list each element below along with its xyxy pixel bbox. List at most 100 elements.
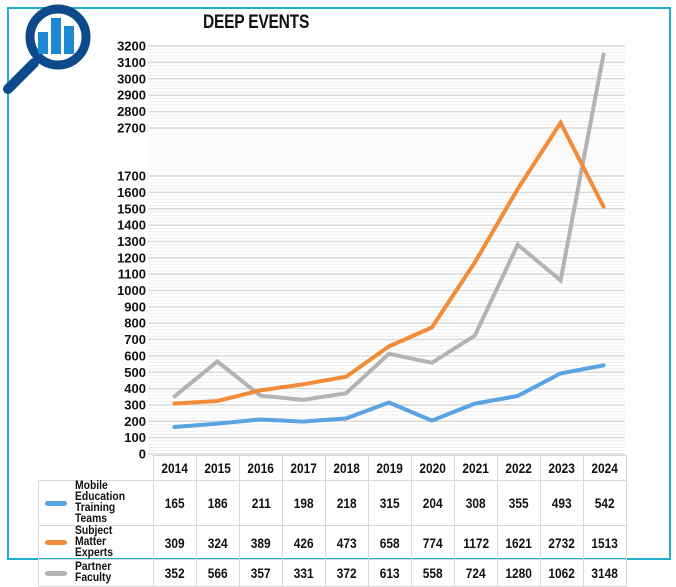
y-tick-label: 3100 (117, 55, 146, 70)
x-tick-label: 2017 (283, 456, 326, 481)
y-tick-label: 3000 (117, 71, 146, 86)
value-text: 389 (251, 535, 271, 551)
year-label: 2021 (463, 460, 489, 476)
legend-entry: Mobile Education Training Teams (39, 481, 154, 526)
data-label: 473 (326, 526, 369, 560)
y-tick-label: 300 (124, 397, 146, 412)
data-label: 355 (498, 481, 541, 526)
y-tick-label: 600 (124, 348, 146, 363)
data-label: 1621 (498, 526, 541, 560)
legend-entry: Subject Matter Experts (39, 526, 154, 560)
y-tick-label: 3200 (117, 39, 146, 54)
year-label: 2019 (377, 460, 403, 476)
data-label: 218 (326, 481, 369, 526)
value-text: 357 (251, 565, 271, 581)
value-text: 542 (595, 495, 615, 511)
value-text: 1280 (506, 565, 532, 581)
y-tick-label: 700 (124, 332, 146, 347)
table-corner (39, 456, 154, 481)
data-label: 315 (369, 481, 412, 526)
y-tick-label: 1300 (117, 234, 146, 249)
x-tick-label: 2020 (412, 456, 455, 481)
data-label: 2732 (541, 526, 584, 560)
year-label: 2016 (248, 460, 274, 476)
value-text: 331 (294, 565, 314, 581)
data-label: 613 (369, 560, 412, 587)
value-text: 1062 (549, 565, 575, 581)
value-text: 198 (294, 495, 314, 511)
x-tick-label: 2018 (326, 456, 369, 481)
value-text: 1621 (506, 535, 532, 551)
value-text: 558 (423, 565, 443, 581)
data-label: 308 (455, 481, 498, 526)
y-tick-label: 2800 (117, 104, 146, 119)
y-tick-label: 200 (124, 414, 146, 429)
data-label: 357 (240, 560, 283, 587)
value-text: 315 (380, 495, 400, 511)
value-text: 211 (251, 495, 270, 511)
data-label: 542 (584, 481, 627, 526)
y-tick-label: 1100 (118, 267, 146, 282)
data-label: 426 (283, 526, 326, 560)
value-text: 2732 (549, 535, 575, 551)
value-text: 352 (165, 565, 185, 581)
y-tick-label: 500 (124, 365, 146, 380)
y-tick-label: 1700 (117, 169, 146, 184)
data-label: 211 (240, 481, 283, 526)
data-label: 658 (369, 526, 412, 560)
data-label: 352 (154, 560, 197, 587)
x-tick-label: 2015 (197, 456, 240, 481)
value-text: 186 (208, 495, 228, 511)
data-label: 1062 (541, 560, 584, 587)
x-tick-label: 2014 (154, 456, 197, 481)
value-text: 1513 (592, 535, 618, 551)
y-tick-label: 800 (124, 316, 146, 331)
value-text: 658 (380, 535, 400, 551)
value-text: 218 (337, 495, 357, 511)
value-text: 3148 (592, 565, 618, 581)
y-tick-label: 1400 (117, 218, 146, 233)
y-tick-label: 1500 (117, 201, 146, 216)
legend-entry: Partner Faculty (39, 560, 154, 587)
value-text: 724 (466, 565, 486, 581)
year-label: 2014 (162, 460, 188, 476)
data-label: 309 (154, 526, 197, 560)
data-label: 1513 (584, 526, 627, 560)
data-label: 165 (154, 481, 197, 526)
x-tick-label: 2016 (240, 456, 283, 481)
value-text: 493 (552, 495, 572, 511)
x-tick-label: 2023 (541, 456, 584, 481)
data-label: 3148 (584, 560, 627, 587)
y-tick-label: 100 (124, 430, 146, 445)
x-tick-label: 2022 (498, 456, 541, 481)
value-text: 473 (337, 535, 357, 551)
data-label: 331 (283, 560, 326, 587)
data-label: 558 (412, 560, 455, 587)
data-label: 372 (326, 560, 369, 587)
data-label: 566 (197, 560, 240, 587)
table-row: Partner Faculty 352 566 357 331 372 613 558 724 1… (39, 560, 627, 587)
value-text: 613 (380, 565, 400, 581)
value-text: 1172 (463, 535, 489, 551)
year-label: 2018 (334, 460, 360, 476)
y-tick-label: 2900 (117, 88, 146, 103)
value-text: 372 (337, 565, 357, 581)
x-tick-label: 2019 (369, 456, 412, 481)
value-text: 426 (294, 535, 314, 551)
data-label: 204 (412, 481, 455, 526)
year-label: 2024 (592, 460, 618, 476)
year-label: 2015 (205, 460, 231, 476)
legend-label: Subject Matter Experts (75, 526, 145, 559)
y-tick-label: 1200 (117, 250, 146, 265)
y-tick-label: 1000 (117, 283, 146, 298)
value-text: 355 (509, 495, 529, 511)
year-label: 2017 (291, 460, 317, 476)
legend-swatch (45, 571, 67, 576)
value-text: 309 (165, 535, 185, 551)
value-text: 566 (208, 565, 228, 581)
y-tick-label: 2700 (117, 121, 146, 136)
